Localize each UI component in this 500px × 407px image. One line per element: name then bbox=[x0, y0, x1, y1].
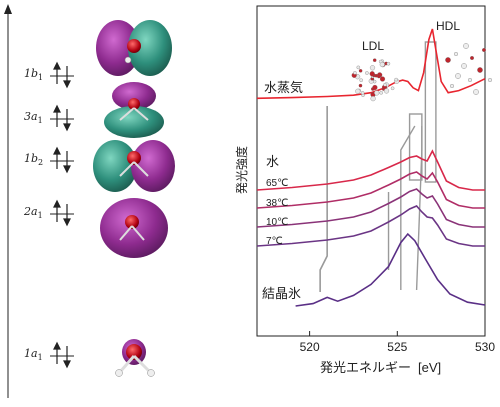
plot-frame bbox=[256, 5, 486, 337]
hdl-molecule-dot bbox=[455, 73, 461, 79]
ldl-molecule-dot bbox=[386, 61, 391, 66]
hdl-molecule-dot bbox=[482, 48, 487, 53]
hdl-molecule-dot bbox=[473, 89, 479, 95]
x-tick-label-530: 530 bbox=[475, 340, 495, 354]
orbital-2a1-icon bbox=[100, 198, 168, 258]
orbital-label-1a1: 1a1 bbox=[24, 347, 43, 363]
ldl-molecule-dot bbox=[379, 91, 383, 95]
series-label-65: 65℃ bbox=[266, 178, 288, 189]
ldl-molecule-dot bbox=[358, 83, 363, 88]
guide-lines bbox=[319, 41, 437, 292]
hdl-molecule-dot bbox=[470, 56, 475, 61]
ldl-label: LDL bbox=[362, 39, 384, 53]
ldl-molecule-dot bbox=[353, 71, 357, 75]
ldl-molecule-dot bbox=[365, 71, 369, 75]
series-line-t38 bbox=[256, 171, 485, 209]
ice-label: 結晶氷 bbox=[262, 286, 301, 301]
hdl-label: HDL bbox=[436, 19, 460, 33]
hdl-box bbox=[424, 41, 437, 183]
ldl-molecule-dot bbox=[383, 88, 390, 94]
series-label-38: 38℃ bbox=[266, 198, 288, 209]
spin-pair-1a1 bbox=[50, 341, 74, 369]
ldl-molecule-dot bbox=[360, 91, 365, 95]
series-line-t65 bbox=[256, 149, 485, 191]
orbital-label-1b2: 1b2 bbox=[24, 152, 44, 168]
series-line-ice bbox=[295, 232, 486, 307]
hdl-molecule-dot bbox=[488, 77, 493, 82]
x-tick-label-525: 525 bbox=[387, 340, 407, 354]
orbital-label-3a1: 3a1 bbox=[24, 110, 43, 126]
ldl-molecule-dot bbox=[374, 90, 380, 96]
x-axis-ticks: 520 525 530 bbox=[300, 331, 495, 354]
ldl-molecule-dot bbox=[359, 78, 363, 82]
ldl-molecule-dot bbox=[379, 61, 385, 68]
spin-pair-2a1 bbox=[50, 199, 74, 227]
vapor-label: 水蒸気 bbox=[264, 80, 303, 95]
orbital-1b2-icon bbox=[93, 140, 175, 192]
ldl-molecule-dot bbox=[383, 83, 387, 87]
ldl-molecule-dot bbox=[379, 76, 386, 82]
hdl-molecule-dot bbox=[445, 57, 451, 63]
spin-pair-1b2 bbox=[50, 146, 74, 174]
spin-pair-1b1 bbox=[50, 61, 74, 89]
ldl-molecule-dot bbox=[372, 58, 377, 62]
series-line-vapor bbox=[256, 28, 486, 100]
hdl-cluster-icon bbox=[445, 43, 493, 95]
orbital-label-1b1: 1b1 bbox=[24, 67, 44, 83]
orbital-diagram: 1b1 3a1 1b2 2a1 1a1 bbox=[0, 0, 220, 403]
ldl-box bbox=[408, 113, 423, 181]
y-axis-label: 発光強度 bbox=[234, 146, 249, 194]
hdl-molecule-dot bbox=[477, 67, 483, 73]
orbital-3a1-icon bbox=[104, 82, 164, 138]
orbital-label-2a1: 2a1 bbox=[24, 205, 43, 221]
ldl-molecule-dot bbox=[394, 77, 398, 82]
series-line-t7 bbox=[256, 205, 485, 247]
series-label-7: 7℃ bbox=[266, 236, 283, 247]
x-axis-unit: [eV] bbox=[418, 360, 441, 375]
hdl-molecule-dot bbox=[461, 63, 467, 69]
ldl-molecule-dot bbox=[369, 71, 375, 77]
ldl-cluster-icon bbox=[351, 58, 400, 102]
ldl-molecule-dot bbox=[358, 69, 363, 73]
ldl-molecule-dot bbox=[356, 65, 361, 70]
orbital-1a1-icon bbox=[115, 339, 155, 377]
ldl-molecule-dot bbox=[355, 88, 361, 94]
spin-pair-3a1 bbox=[50, 104, 74, 132]
x-axis-label: 発光エネルギー bbox=[320, 360, 411, 375]
ldl-molecule-dot bbox=[374, 73, 379, 78]
orbital-diagram-svg bbox=[4, 4, 175, 398]
ldl-molecule-dot bbox=[369, 65, 376, 71]
hdl-molecule-dot bbox=[450, 83, 455, 88]
ldl-molecule-dot bbox=[390, 86, 395, 91]
guide-line-left bbox=[319, 106, 328, 292]
series-line-t10 bbox=[256, 188, 485, 228]
orbital-1b1-icon bbox=[96, 20, 172, 76]
energy-axis-arrow-icon bbox=[4, 4, 12, 14]
ldl-molecule-dot bbox=[370, 96, 376, 102]
series-layer bbox=[256, 28, 486, 307]
hdl-molecule-dot bbox=[463, 43, 469, 49]
ldl-molecule-dot bbox=[372, 84, 378, 91]
hdl-molecule-dot bbox=[468, 77, 473, 82]
series-label-10: 10℃ bbox=[266, 217, 288, 228]
x-tick-label-520: 520 bbox=[300, 340, 320, 354]
hdl-molecule-dot bbox=[454, 52, 459, 57]
water-label: 水 bbox=[266, 154, 279, 169]
